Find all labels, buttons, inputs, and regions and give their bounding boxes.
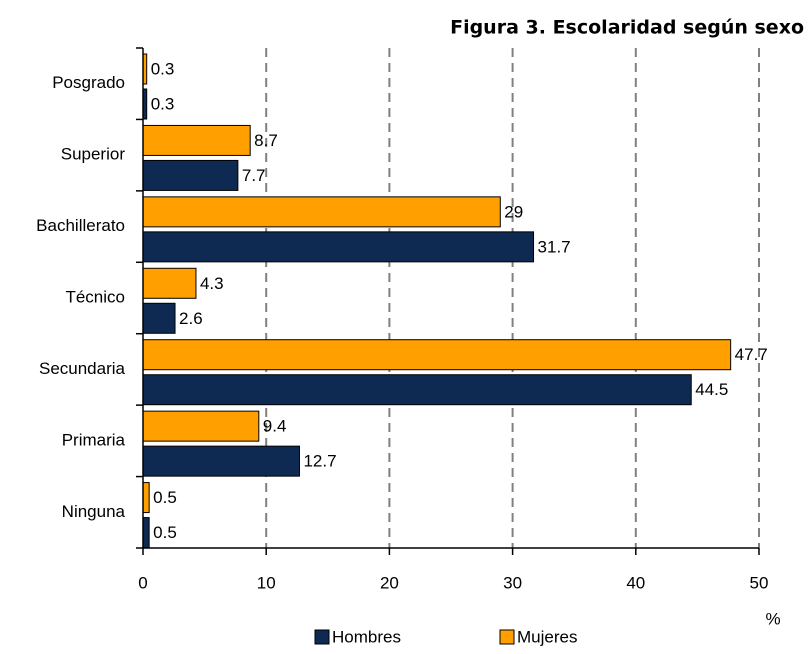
y-tick-label: Superior: [61, 145, 126, 164]
data-label: 9.4: [263, 417, 287, 436]
chart-title: Figura 3. Escolaridad según sexo: [450, 17, 804, 39]
bar: [142, 302, 176, 334]
data-label: 0.3: [151, 94, 175, 113]
x-tick-label: 40: [626, 573, 645, 592]
y-tick-label: Primaria: [62, 430, 126, 449]
data-label: 7.7: [242, 166, 266, 185]
x-tick-label: 20: [380, 573, 399, 592]
data-label: 29: [504, 202, 523, 221]
legend-label: Mujeres: [517, 627, 577, 646]
x-tick-label: 50: [750, 573, 769, 592]
data-label: 8.7: [254, 131, 278, 150]
data-label: 44.5: [695, 380, 728, 399]
bar: [142, 231, 535, 263]
data-label: 4.3: [200, 274, 224, 293]
data-label: 2.6: [179, 309, 203, 328]
data-label: 31.7: [538, 237, 571, 256]
bar: [142, 196, 501, 228]
data-label: 47.7: [735, 345, 768, 364]
data-label: 0.3: [151, 59, 175, 78]
data-label: 0.5: [153, 523, 177, 542]
data-label: 12.7: [303, 452, 336, 471]
data-label: 0.5: [153, 488, 177, 507]
y-tick-label: Bachillerato: [36, 216, 125, 235]
y-tick-label: Técnico: [65, 287, 125, 306]
bar: [142, 410, 260, 442]
legend-label: Hombres: [332, 627, 401, 646]
legend-swatch: [499, 629, 515, 645]
bar: [142, 267, 197, 299]
x-axis-label: %: [765, 609, 780, 628]
bar: [142, 124, 251, 156]
bar: [142, 159, 239, 191]
y-tick-label: Ninguna: [62, 502, 126, 521]
x-tick-label: 30: [503, 573, 522, 592]
bar: [142, 339, 732, 371]
y-tick-label: Posgrado: [52, 73, 125, 92]
bar: [142, 517, 150, 549]
bar: [142, 482, 150, 514]
bar: [142, 445, 300, 477]
bar: [142, 374, 692, 406]
legend-swatch: [314, 629, 330, 645]
y-tick-label: Secundaria: [39, 359, 126, 378]
x-tick-label: 10: [257, 573, 276, 592]
x-tick-label: 0: [138, 573, 147, 592]
